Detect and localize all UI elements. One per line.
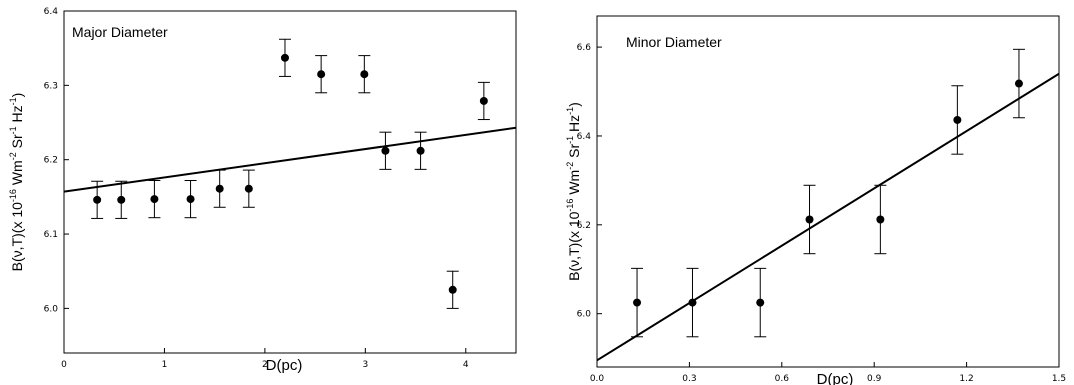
data-point <box>876 215 884 223</box>
data-point <box>245 185 253 193</box>
x-tick-label: 1.2 <box>959 374 973 384</box>
x-tick-label: 3 <box>362 360 368 370</box>
data-point <box>688 299 696 307</box>
data-point <box>806 215 814 223</box>
x-tick-label: 1.5 <box>1052 374 1066 384</box>
data-point <box>317 70 325 78</box>
y-tick-label: 6.0 <box>577 310 592 320</box>
x-axis-label: D(pc) <box>266 357 303 374</box>
x-tick-label: 0 <box>61 360 67 370</box>
y-axis-label: B(ν,T)(x 10-16 Wm-2 Sr-1 Hz-1) <box>565 102 582 281</box>
data-point <box>953 116 961 124</box>
data-point <box>360 70 368 78</box>
y-tick-label: 6.2 <box>44 156 58 166</box>
x-axis-label: D(pc) <box>817 371 854 385</box>
data-point <box>216 185 224 193</box>
fit-line <box>597 74 1059 361</box>
y-tick-label: 6.0 <box>44 304 59 314</box>
plot-frame <box>597 16 1059 367</box>
data-point <box>449 286 457 294</box>
data-point <box>150 195 158 203</box>
data-point <box>1015 80 1023 88</box>
data-point <box>633 299 641 307</box>
chart-title: Minor Diameter <box>626 34 722 50</box>
data-point <box>480 97 488 105</box>
data-point <box>117 196 125 204</box>
data-point <box>381 147 389 155</box>
data-point <box>187 195 195 203</box>
y-axis-label: B(ν,T)(x 10-16 Wm-2 Sr-1 Hz-1) <box>8 93 25 272</box>
x-tick-label: 0.0 <box>590 374 605 384</box>
x-tick-label: 0.9 <box>867 374 882 384</box>
chart-title: Major Diameter <box>72 24 168 40</box>
data-point <box>756 299 764 307</box>
chart-2: 0.0 0.3 0.6 0.9 1.2 1.56.06.26.46.6 Minor Diam… <box>565 16 1066 385</box>
x-tick-label: 4 <box>463 360 469 370</box>
x-tick-label: 0.3 <box>682 374 696 384</box>
x-tick-label: 0.6 <box>775 374 790 384</box>
x-tick-label: 1 <box>162 360 168 370</box>
data-point <box>281 54 289 62</box>
y-tick-label: 6.1 <box>44 230 58 240</box>
y-tick-label: 6.6 <box>577 43 592 53</box>
fit-line <box>64 128 516 192</box>
y-tick-label: 6.4 <box>44 7 59 17</box>
y-tick-label: 6.3 <box>44 81 58 91</box>
data-point <box>417 147 425 155</box>
data-point <box>93 196 101 204</box>
